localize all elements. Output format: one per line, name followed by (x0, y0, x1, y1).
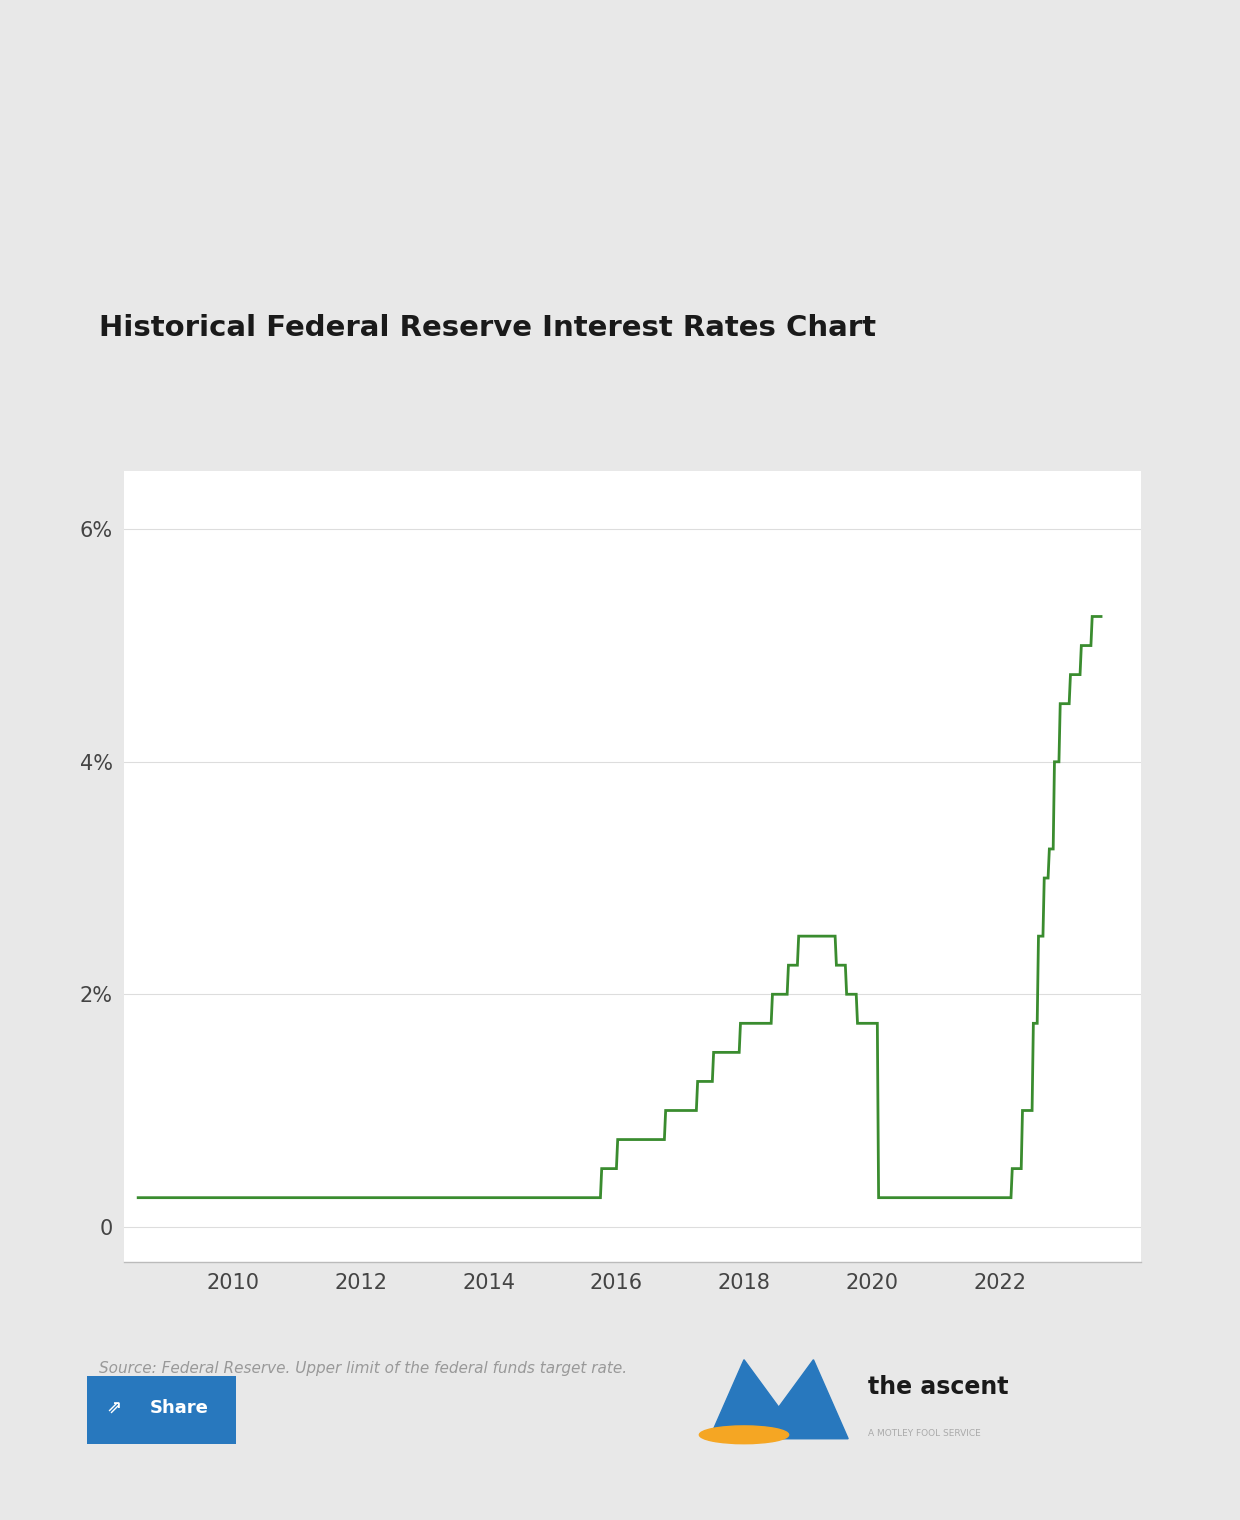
Text: ⇗: ⇗ (107, 1400, 122, 1418)
Text: A MOTLEY FOOL SERVICE: A MOTLEY FOOL SERVICE (868, 1429, 981, 1438)
Circle shape (699, 1426, 789, 1444)
Text: Source: Federal Reserve. Upper limit of the federal funds target rate.: Source: Federal Reserve. Upper limit of … (99, 1360, 627, 1376)
Polygon shape (709, 1360, 848, 1439)
FancyBboxPatch shape (74, 1370, 248, 1450)
Text: Historical Federal Reserve Interest Rates Chart: Historical Federal Reserve Interest Rate… (99, 315, 877, 342)
Text: the ascent: the ascent (868, 1376, 1008, 1400)
Text: Share: Share (150, 1400, 208, 1418)
